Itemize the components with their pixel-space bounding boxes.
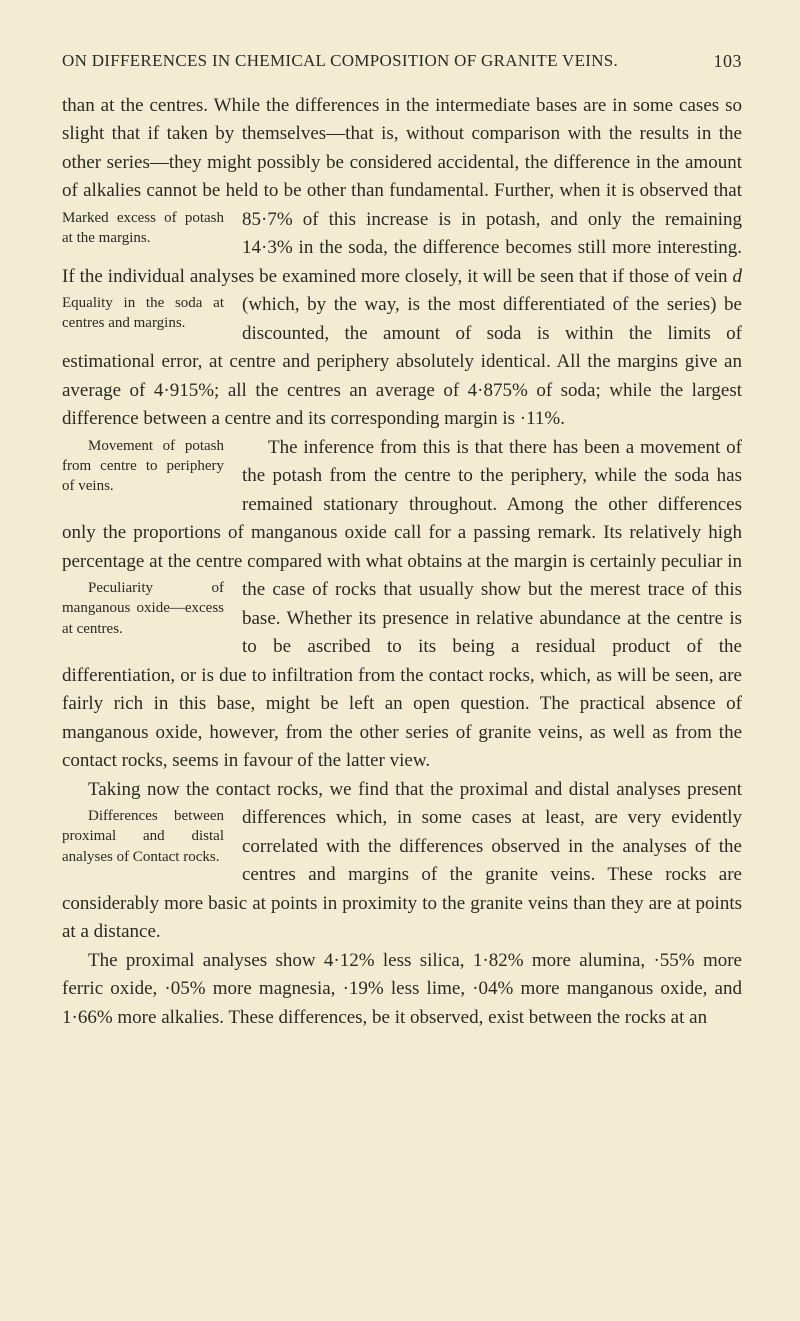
text-run: The proximal analyses show 4·12% less si… xyxy=(62,950,742,1028)
body-text: than at the centres. While the differenc… xyxy=(62,92,742,1033)
marginal-note-1: Marked excess of potash at the margins. xyxy=(62,208,242,249)
marginal-note-5: Differences between proximal and distal … xyxy=(62,806,242,867)
text-run: The inference from this is that there ha… xyxy=(268,437,742,458)
page-header: ON DIFFERENCES IN CHEMICAL COMPOSITION O… xyxy=(62,48,742,74)
italic-d: d xyxy=(732,266,742,287)
page-number: 103 xyxy=(714,48,743,75)
text-run: (which, by the way, is the most differen… xyxy=(242,294,667,315)
marginal-note-2: Equality in the soda at centres and marg… xyxy=(62,293,242,334)
paragraph-3: Taking now the contact rocks, we find th… xyxy=(62,776,742,947)
paragraph-4: The proximal analyses show 4·12% less si… xyxy=(62,947,742,1033)
marginal-note-3: Movement of potash from centre to periph… xyxy=(62,436,242,497)
paragraph-1: than at the centres. While the differenc… xyxy=(62,92,742,434)
running-head: ON DIFFERENCES IN CHEMICAL COMPOSITION O… xyxy=(62,51,618,70)
paragraph-2: The inference from this is that there ha… xyxy=(62,434,742,776)
marginal-note-4: Peculiarity of manganous oxide—excess at… xyxy=(62,578,242,639)
text-run: analyses be examined more closely, it wi… xyxy=(190,266,733,287)
